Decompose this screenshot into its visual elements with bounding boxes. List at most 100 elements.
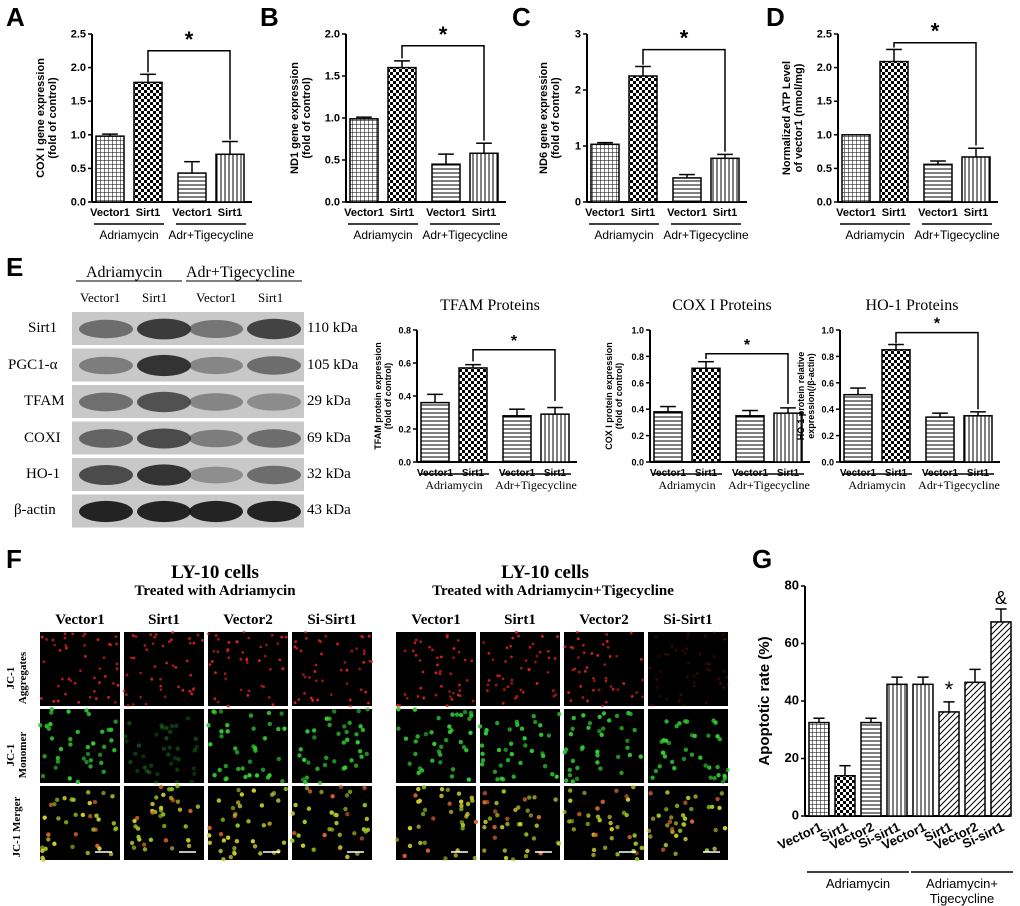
microscopy-tile xyxy=(290,784,372,860)
significance-marker: * xyxy=(945,677,954,702)
x-tick-label: Vector1 xyxy=(90,207,130,219)
bar xyxy=(963,415,993,463)
microscopy-tile xyxy=(394,784,479,861)
blot-row-label: COXI xyxy=(24,430,61,446)
bar xyxy=(590,143,620,203)
blot-image xyxy=(72,280,304,528)
y-tick-label: 0.0 xyxy=(631,458,644,468)
blot-band xyxy=(247,318,301,340)
microscopy-tile xyxy=(206,630,288,708)
x-tick-label: Vector1 xyxy=(836,207,876,219)
bar xyxy=(841,134,871,203)
y-tick-label: 40 xyxy=(785,693,799,708)
bar xyxy=(691,367,721,463)
x-tick-label: Sirt1 xyxy=(472,207,496,219)
y-tick-label: 2.0 xyxy=(817,62,832,74)
x-tick-label: Vector1 xyxy=(344,207,384,219)
microscopy-tile xyxy=(39,632,120,706)
y-tick-label: 0.8 xyxy=(821,352,834,362)
x-tick-label: Vector1 xyxy=(426,207,466,219)
microscopy-tile xyxy=(480,630,560,706)
microscopy-col-label: Si-Sirt1 xyxy=(307,612,357,628)
group-label: Adriamycin xyxy=(658,478,715,492)
microscopy-row-label: JC-1 Merger xyxy=(11,796,23,858)
y-axis-label: Normalized ATP Levelof vector1 (nmol/mg) xyxy=(781,61,805,175)
group-label: Adriamycin xyxy=(848,478,905,492)
bar-chart-d: 0.0 0.5 1.0 1.5 2.0 2.5 Normalized ATP Levelof… xyxy=(781,19,1000,242)
blot-kda: 43 kDa xyxy=(307,502,351,518)
microscopy-tile xyxy=(562,709,644,784)
blot-band xyxy=(79,319,133,339)
x-tick-label: Vector1 xyxy=(585,207,625,219)
y-tick-label: 0.6 xyxy=(398,359,411,369)
y-axis-label: TFAM protein expression(fold of control) xyxy=(373,342,393,450)
microscopy-col-label: Sirt1 xyxy=(148,612,180,628)
y-tick-label: 1.5 xyxy=(817,96,832,108)
bar xyxy=(961,156,991,203)
microscopy-tile xyxy=(646,786,728,860)
y-tick-label: 2.0 xyxy=(325,29,340,41)
y-tick-label: 1.0 xyxy=(821,326,834,336)
chart-title: HO-1 Proteins xyxy=(866,297,959,314)
blot-band xyxy=(247,465,301,485)
group-label: Adr+Tigecycline xyxy=(663,228,749,242)
group-label: Adriamycin xyxy=(845,228,904,242)
group-label: Adriamycin xyxy=(353,228,412,242)
x-tick-label: Sirt1 xyxy=(882,207,906,219)
significance-marker: * xyxy=(934,316,941,333)
bar xyxy=(834,775,856,817)
microscopy-col-label: Sirt1 xyxy=(504,612,536,628)
y-tick-label: 1.0 xyxy=(71,129,86,141)
blot-kda: 32 kDa xyxy=(307,466,351,482)
blot-row-label: HO-1 xyxy=(26,466,61,482)
y-tick-label: 2.5 xyxy=(817,29,832,41)
blot-band xyxy=(189,429,243,448)
blot-band xyxy=(189,466,243,484)
y-tick-label: 1 xyxy=(575,141,581,153)
x-tick-label: Vector1 xyxy=(667,207,707,219)
y-tick-label: 2.0 xyxy=(71,62,86,74)
lane-label: Vector1 xyxy=(80,290,121,305)
microscopy-tile xyxy=(206,709,288,784)
bar xyxy=(458,367,488,463)
blot-band xyxy=(79,392,133,412)
y-tick-label: 0.5 xyxy=(325,155,340,167)
x-tick-label: Sirt1 xyxy=(631,207,655,219)
bar xyxy=(431,163,461,203)
y-axis-label: COX I gene expression(fold of control) xyxy=(35,58,59,178)
blot-group-adr-tigecycline: Adr+Tigecycline xyxy=(186,264,295,281)
bar-chart-e2: 0.0 0.2 0.4 0.6 0.8 1.0 COX I protein expressi… xyxy=(604,297,810,492)
y-tick-label: 1.0 xyxy=(325,113,340,125)
bar xyxy=(215,153,245,203)
x-tick-label: Sirt1 xyxy=(390,207,414,219)
significance-bracket xyxy=(642,48,726,152)
blot-band xyxy=(247,429,301,448)
x-tick-label: Vector1 xyxy=(172,207,212,219)
bar xyxy=(502,415,532,463)
microscopy-tile xyxy=(39,786,120,863)
blot-band xyxy=(189,500,243,523)
microscopy-tile xyxy=(207,786,289,862)
group-label: Adr+Tigecycline xyxy=(168,228,254,242)
y-tick-label: 0.5 xyxy=(817,163,832,175)
y-tick-label: 0.4 xyxy=(631,405,644,415)
bar xyxy=(912,683,934,817)
microscopy-tile xyxy=(124,783,204,860)
blot-row-label: TFAM xyxy=(24,393,65,409)
blot-row-label: PGC1-α xyxy=(8,357,58,373)
bar xyxy=(773,412,803,463)
significance-marker: * xyxy=(185,27,194,52)
panel-letter-b: B xyxy=(260,2,279,32)
blot-kda: 69 kDa xyxy=(307,430,351,446)
blot-row-label: Sirt1 xyxy=(28,320,58,336)
blot-band xyxy=(79,356,133,375)
blot-band xyxy=(137,500,191,523)
y-tick-label: 0.4 xyxy=(398,392,411,402)
significance-marker: * xyxy=(680,26,689,51)
y-tick-label: 0.0 xyxy=(821,458,834,468)
microscopy-col-label: Vector2 xyxy=(579,612,629,628)
chart-title: COX I Proteins xyxy=(672,297,772,314)
group-label: Adriamycin xyxy=(99,228,158,242)
bar xyxy=(886,683,908,817)
microscopy-right-title: LY-10 cells xyxy=(501,562,589,583)
